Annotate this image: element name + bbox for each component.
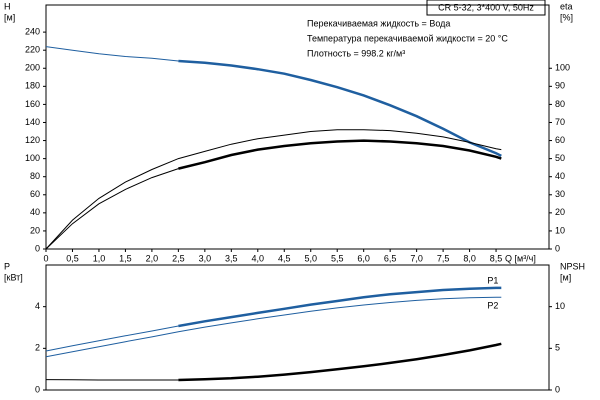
curve [45,325,179,352]
curve [45,168,179,250]
x-tick-label: 0,5 [66,253,79,263]
x-tick-label: 5,5 [331,253,344,263]
x-tick-label: 3,0 [199,253,212,263]
annotation: Температура перекачиваемой жидкости = 20… [307,33,508,43]
annotation: Плотность = 998.2 кг/м³ [307,48,405,58]
y-tick-label: 140 [25,117,40,127]
curve [178,59,502,158]
y-tick-label: 160 [25,99,40,109]
curve [45,46,179,62]
curve [178,139,502,170]
y2-tick-label: 0 [555,243,560,253]
y-tick-label: 120 [25,135,40,145]
y-axis-label: H [4,1,11,11]
y2-axis-label: NPSH [560,261,585,271]
curve [45,296,502,358]
x-tick-label: 7,5 [437,253,450,263]
y2-tick-label: 40 [555,171,565,181]
x-tick-label: 7,0 [410,253,423,263]
y2-tick-label: 50 [555,153,565,163]
x-tick-label: 5,0 [304,253,317,263]
y-tick-label: 0 [35,384,40,394]
y2-tick-label: 70 [555,117,565,127]
plot-frame [45,264,550,391]
x-tick-label: 6,5 [384,253,397,263]
y2-tick-label: 80 [555,99,565,109]
x-tick-label: 2,0 [146,253,159,263]
y2-tick-label: 0 [555,384,560,394]
x-tick-label: 6,0 [357,253,370,263]
y-tick-label: 200 [25,63,40,73]
curve-label: P2 [487,301,498,311]
x-tick-label: 4,5 [278,253,291,263]
y-tick-label: 180 [25,81,40,91]
x-tick-label: 1,0 [93,253,106,263]
y-tick-label: 100 [25,153,40,163]
y-tick-label: 220 [25,45,40,55]
y-tick-label: 60 [30,189,40,199]
y-tick-label: 240 [25,26,40,36]
y-tick-label: 2 [35,343,40,353]
model-box [426,0,546,16]
y-axis-label: [м] [4,12,15,22]
y2-axis-label: eta [560,1,573,11]
x-tick-label: 1,5 [119,253,132,263]
x-tick-label: 3,5 [225,253,238,263]
annotation: Перекачиваемая жидкость = Вода [307,18,450,28]
x-tick-label: 8,5 [490,253,503,263]
y2-tick-label: 10 [555,225,565,235]
y-tick-label: 0 [35,243,40,253]
y-tick-label: 4 [35,301,40,311]
plot-frame [45,4,550,250]
y2-tick-label: 100 [555,63,570,73]
x-tick-label: 4,0 [252,253,265,263]
y2-axis-label: [%] [560,12,573,22]
curve-label: P1 [487,275,498,285]
y-tick-label: 20 [30,225,40,235]
y2-tick-label: 60 [555,135,565,145]
x-tick-label: 0 [43,253,48,263]
y-tick-label: 40 [30,207,40,217]
y2-tick-label: 10 [555,301,565,311]
curve [178,342,502,382]
y2-tick-label: 30 [555,189,565,199]
x-tick-label: 8,0 [463,253,476,263]
y-axis-label: [кВт] [4,272,23,282]
y2-tick-label: 90 [555,81,565,91]
model-label: CR 5-32, 3*400 V, 50Hz [438,2,534,12]
y-tick-label: 80 [30,171,40,181]
curve [45,129,502,250]
y2-axis-label: [м] [560,272,571,282]
y2-tick-label: 20 [555,207,565,217]
curve [178,286,502,328]
y-axis-label: P [4,261,10,271]
x-tick-label: 2,5 [172,253,185,263]
x-axis-label: Q [м³/ч] [505,253,536,263]
y2-tick-label: 5 [555,343,560,353]
